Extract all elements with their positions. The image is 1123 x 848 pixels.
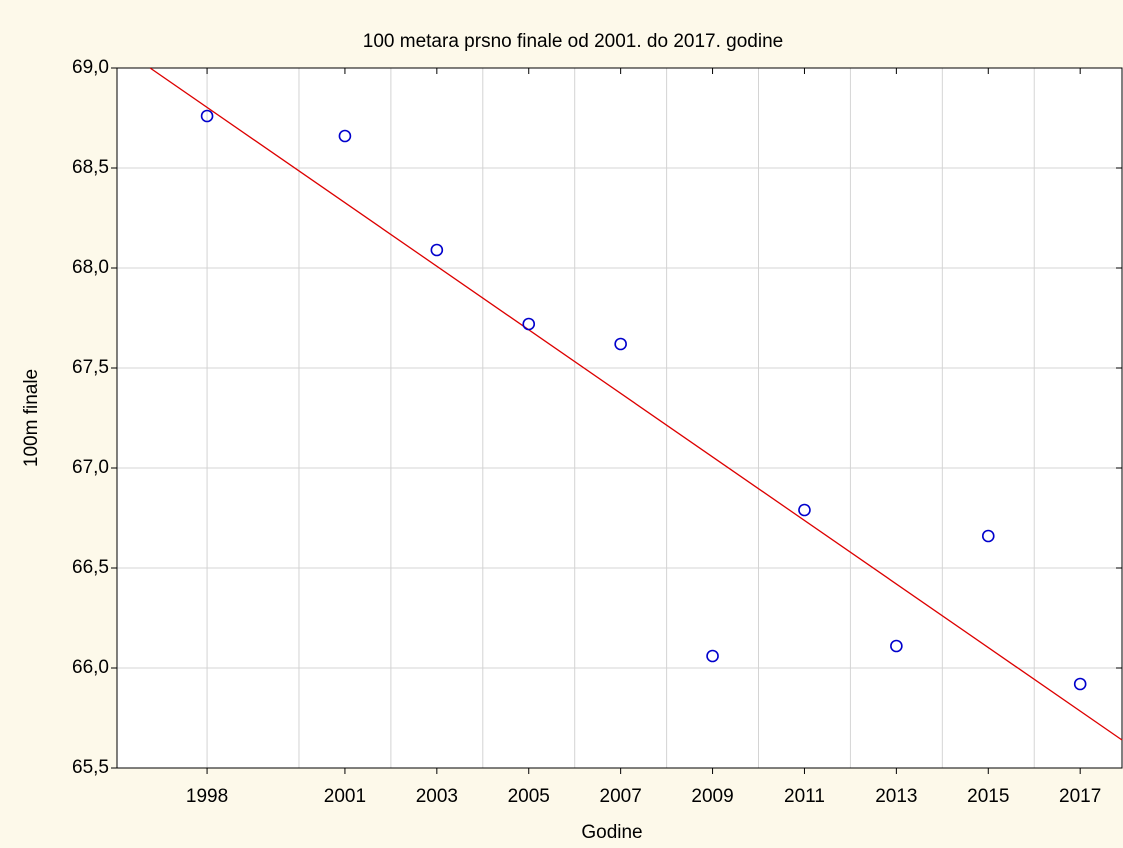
data-point: [1073, 677, 1087, 691]
y-tick-label: 68,5: [72, 157, 109, 178]
x-tick-label: 2011: [784, 786, 825, 807]
data-point: [706, 649, 719, 663]
x-tick-label: 2007: [600, 786, 642, 807]
x-tick-label: 2009: [691, 786, 733, 807]
data-point: [890, 639, 903, 653]
x-tick-label: 2005: [508, 786, 550, 807]
plot-area: [117, 68, 1123, 768]
x-tick-label: 2017: [1059, 786, 1101, 807]
x-tick-label: 2013: [875, 786, 917, 807]
fit-line: [149, 68, 1123, 741]
data-point: [522, 317, 536, 331]
y-axis-label: 100m finale: [21, 369, 42, 467]
y-tick-label: 66,0: [72, 657, 109, 678]
y-tick-label: 67,5: [72, 357, 109, 378]
x-tick-label: 2003: [416, 786, 458, 807]
data-point: [430, 243, 444, 257]
x-tick-label: 1998: [186, 786, 228, 807]
y-tick-label: 66,5: [72, 557, 109, 578]
chart-title: 100 metara prsno finale od 2001. do 2017…: [363, 31, 783, 52]
x-tick-label: 2015: [967, 786, 1009, 807]
y-tick-label: 65,5: [72, 757, 109, 778]
data-point: [200, 109, 214, 123]
data-point: [981, 529, 995, 543]
x-axis-label: Godine: [581, 822, 642, 843]
x-tick-label: 2001: [324, 786, 366, 807]
y-tick-label: 68,0: [72, 257, 109, 278]
data-point: [798, 503, 811, 517]
data-point: [614, 337, 627, 351]
plot-frame: [116, 67, 1123, 769]
data-point: [338, 129, 352, 143]
y-tick-label: 67,0: [72, 457, 109, 478]
y-tick-label: 69,0: [72, 57, 109, 78]
